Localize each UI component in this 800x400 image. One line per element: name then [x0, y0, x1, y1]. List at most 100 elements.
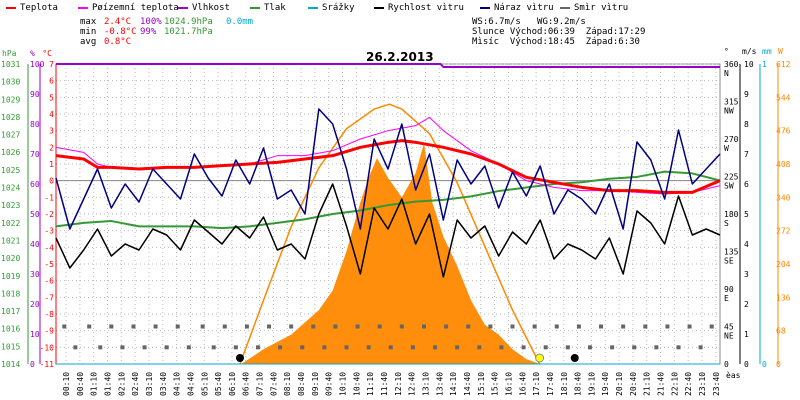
direction-point	[554, 324, 559, 329]
direction-point	[665, 324, 670, 329]
direction-point	[587, 345, 592, 350]
series-rychlost-vitru	[55, 183, 721, 278]
y-tick-humidity: 60	[30, 180, 40, 189]
y-tick-temperature: 0	[49, 177, 54, 186]
x-tick-label: 15:40	[491, 372, 500, 396]
y-tick-wind: 4	[744, 240, 749, 249]
direction-point	[466, 324, 471, 329]
y-tick-humidity: 80	[30, 120, 40, 129]
direction-point	[444, 324, 449, 329]
y-tick-temperature: 3	[49, 127, 54, 136]
stats-rain: 0.0mm	[226, 17, 254, 27]
y-tick-temperature: 6	[49, 77, 54, 86]
y-tick-wind: 3	[744, 270, 749, 279]
x-tick-label: 01:10	[90, 372, 99, 396]
y-tick-pressure: 1022	[1, 219, 20, 228]
direction-point	[164, 345, 169, 350]
y-tick-pressure: 1030	[1, 78, 20, 87]
y-tick-temperature: 4	[49, 110, 54, 119]
y-tick-temperature: -9	[44, 327, 54, 336]
direction-point	[643, 324, 648, 329]
y-tick-solar: 544	[776, 93, 791, 102]
x-tick-label: 02:40	[131, 372, 140, 396]
direction-point	[87, 324, 92, 329]
direction-point	[300, 345, 305, 350]
x-tick-label: 06:40	[242, 372, 251, 396]
y-tick-solar: 68	[776, 327, 786, 336]
y-tick-direction-name: NE	[724, 332, 734, 341]
direction-point	[186, 345, 191, 350]
y-tick-direction: 360	[724, 60, 739, 69]
x-tick-label: 03:40	[159, 372, 168, 396]
y-tick-temperature: -1	[44, 193, 54, 202]
x-tick-label: 07:40	[269, 372, 278, 396]
x-tick-label: 09:40	[325, 372, 334, 396]
direction-point	[255, 345, 260, 350]
y-tick-temperature: 2	[49, 143, 54, 152]
direction-point	[576, 324, 581, 329]
x-tick-label: 06:10	[228, 372, 237, 396]
y-tick-humidity: 70	[30, 150, 40, 159]
direction-point	[278, 345, 283, 350]
y-tick-pressure: 1025	[1, 166, 20, 175]
stats-temperature: 2.4°C -0.8°C 0.8°C	[104, 17, 137, 47]
x-tick-label: 10:10	[339, 372, 348, 396]
y-tick-rain: 1	[762, 60, 767, 69]
x-tick-label: 21:10	[643, 372, 652, 396]
direction-point	[200, 324, 205, 329]
x-tick-label: 08:40	[297, 372, 306, 396]
sunrise-marker	[235, 354, 244, 362]
y-tick-temperature: 7	[49, 60, 54, 69]
direction-point	[455, 345, 460, 350]
y-tick-humidity: 50	[30, 210, 40, 219]
x-tick-label: 11:10	[366, 372, 375, 396]
y-tick-humidity: 10	[30, 330, 40, 339]
legend-item-wind-speed: Rychlost vìtru	[374, 3, 464, 13]
series-smir-vitru	[62, 324, 714, 350]
x-tick-label: 21:40	[657, 372, 666, 396]
direction-point	[73, 345, 78, 350]
direction-point	[244, 324, 249, 329]
y-tick-pressure: 1024	[1, 184, 20, 193]
direction-point	[499, 345, 504, 350]
direction-point	[532, 324, 537, 329]
y-tick-temperature: -11	[40, 360, 55, 369]
y-tick-pressure: 1023	[1, 201, 20, 210]
y-tick-pressure: 1027	[1, 131, 20, 140]
y-tick-humidity: 40	[30, 240, 40, 249]
x-tick-label: 13:40	[435, 372, 444, 396]
axis-unit-pct: %	[30, 49, 35, 58]
direction-point	[488, 324, 493, 329]
direction-point	[698, 345, 703, 350]
x-tick-label: 04:40	[186, 372, 195, 396]
stats-humidity: 100% 99%	[140, 17, 162, 37]
series-sluneeni-zaeni	[241, 143, 541, 364]
y-tick-temperature: -2	[44, 210, 54, 219]
x-tick-label: 23:10	[698, 372, 707, 396]
y-tick-wind: 6	[744, 180, 749, 189]
y-tick-solar: 612	[776, 60, 791, 69]
axis-unit-hpa: hPa	[2, 49, 17, 58]
y-tick-solar: 476	[776, 127, 791, 136]
series-teoreticke-zaeni	[239, 103, 541, 365]
direction-point	[543, 345, 548, 350]
direction-point	[654, 345, 659, 350]
x-tick-label: 17:10	[532, 372, 541, 396]
x-tick-label: 18:40	[574, 372, 583, 396]
y-tick-pressure: 1016	[1, 325, 20, 334]
stats-labels: max min avg	[80, 17, 97, 47]
y-tick-rain: 0	[762, 360, 767, 369]
axis-unit-mm: mm	[762, 47, 772, 56]
x-tick-label: 00:10	[62, 372, 71, 396]
x-tick-label: 03:10	[145, 372, 154, 396]
axis-unit-ms: m/s	[742, 47, 757, 56]
direction-point	[599, 324, 604, 329]
x-tick-label: 11:40	[380, 372, 389, 396]
y-tick-pressure: 1017	[1, 307, 20, 316]
y-tick-pressure: 1026	[1, 148, 20, 157]
axis-unit-deg: °	[724, 47, 729, 56]
y-tick-temperature: -3	[44, 227, 54, 236]
x-tick-label: 14:10	[449, 372, 458, 396]
sunset-marker	[535, 353, 545, 363]
x-tick-label: 01:40	[103, 372, 112, 396]
